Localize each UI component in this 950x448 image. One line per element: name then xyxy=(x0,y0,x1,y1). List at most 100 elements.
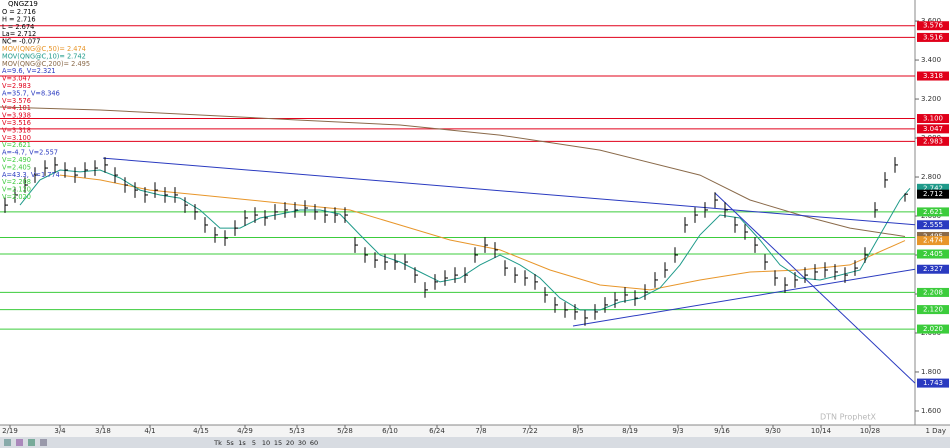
value-box-label: 3.576 xyxy=(923,22,944,30)
y-tick-label: 2.800 xyxy=(921,173,941,181)
value-box xyxy=(917,71,949,81)
value-box-label: 2.327 xyxy=(923,265,943,273)
y-tick-label: 1.600 xyxy=(921,407,941,415)
toolbar-icon[interactable] xyxy=(4,439,11,446)
legend-entry: V=3.047 xyxy=(2,75,31,83)
value-box xyxy=(917,264,949,274)
trendline xyxy=(572,268,916,327)
symbol: QNGZ19 xyxy=(8,0,38,8)
x-tick-label: 9/30 xyxy=(765,427,781,435)
value-box xyxy=(917,136,949,146)
x-tick-label: 2/19 xyxy=(2,427,18,435)
x-tick-label: 10/28 xyxy=(860,427,880,435)
value-box xyxy=(917,305,949,315)
trendline xyxy=(102,157,916,226)
toolbar-item[interactable]: 5 xyxy=(252,439,256,447)
legend-entry: V=3.318 xyxy=(2,126,31,134)
toolbar-icon[interactable] xyxy=(40,439,47,446)
x-axis-band xyxy=(0,425,950,437)
value-box xyxy=(917,189,949,199)
value-box-label: 2.208 xyxy=(923,288,943,296)
toolbar xyxy=(0,437,950,448)
value-box xyxy=(917,287,949,297)
toolbar-item[interactable]: 20 xyxy=(286,439,294,447)
x-tick-label: 8/19 xyxy=(622,427,638,435)
x-tick-label: 8/5 xyxy=(572,427,583,435)
y-tick-label: 3.200 xyxy=(921,95,941,103)
legend-entry: V=3.516 xyxy=(2,119,31,127)
x-tick-label: 10/14 xyxy=(811,427,832,435)
legend-entry: A=43.3, V=1.774 xyxy=(2,171,60,179)
toolbar-icon[interactable] xyxy=(16,439,23,446)
x-tick-label: 9/3 xyxy=(672,427,683,435)
legend-entry: O = 2.716 xyxy=(2,8,36,16)
value-box-label: 1.743 xyxy=(923,379,943,387)
value-box xyxy=(917,324,949,334)
legend-entry: V=2.983 xyxy=(2,82,31,90)
x-tick-label: 5/13 xyxy=(289,427,305,435)
x-tick-label: 3/18 xyxy=(95,427,111,435)
value-box xyxy=(917,207,949,217)
x-tick-label: 9/16 xyxy=(714,427,730,435)
toolbar-item[interactable]: 15 xyxy=(274,439,282,447)
value-box-label: 2.020 xyxy=(923,325,943,333)
interval-label: 1 Day xyxy=(925,427,946,435)
moving-average xyxy=(0,106,906,237)
legend-entry: MOV(QNG@C,200)= 2.495 xyxy=(2,60,90,68)
legend-entry: A=9.6, V=2.321 xyxy=(2,67,56,75)
x-tick-label: 6/24 xyxy=(429,427,445,435)
value-box xyxy=(917,378,949,388)
y-tick-label: 3.400 xyxy=(921,56,941,64)
legend-entry: H = 2.716 xyxy=(2,15,36,23)
legend-entry: V=3.938 xyxy=(2,112,31,120)
value-box-label: 3.100 xyxy=(923,115,943,123)
toolbar-icon[interactable] xyxy=(28,439,35,446)
value-box xyxy=(917,236,949,246)
value-box-label: 3.318 xyxy=(923,72,943,80)
legend-entry: A=-4.7, V=2.557 xyxy=(2,149,58,157)
value-box-label: 2.405 xyxy=(923,250,943,258)
value-box-label: 2.742 xyxy=(923,184,943,192)
value-box xyxy=(917,32,949,42)
legend-entry: V=2.208 xyxy=(2,178,31,186)
legend-entry: V=3.100 xyxy=(2,134,31,142)
value-box-label: 2.474 xyxy=(923,237,944,245)
legend-entry: A=35.7, V=8.346 xyxy=(2,89,60,97)
toolbar-item[interactable]: 30 xyxy=(298,439,306,447)
legend-entry: V=4.101 xyxy=(2,104,31,112)
value-box xyxy=(917,249,949,259)
toolbar-item[interactable]: 5s xyxy=(226,439,234,447)
y-tick-label: 3.600 xyxy=(921,17,941,25)
value-box xyxy=(917,220,949,230)
value-box xyxy=(917,124,949,134)
value-box-label: 2.120 xyxy=(923,306,943,314)
value-box xyxy=(917,114,949,124)
x-tick-label: 6/10 xyxy=(382,427,398,435)
legend-entry: V=3.576 xyxy=(2,97,31,105)
trendline xyxy=(714,192,916,384)
value-box-label: 2.555 xyxy=(923,221,943,229)
value-box-label: 3.516 xyxy=(923,33,944,41)
toolbar-item[interactable]: 1s xyxy=(238,439,246,447)
y-tick-label: 1.800 xyxy=(921,368,941,376)
toolbar-item[interactable]: 60 xyxy=(310,439,318,447)
legend-entry: MOV(QNG@C,50)= 2.474 xyxy=(2,45,86,53)
legend-entry: NC= -0.077 xyxy=(2,38,40,46)
legend-entry: MOV(QNG@C,10)= 2.742 xyxy=(2,52,86,60)
toolbar-item[interactable]: 10 xyxy=(262,439,270,447)
value-box-label: 2.712 xyxy=(923,190,943,198)
x-tick-label: 5/28 xyxy=(337,427,353,435)
x-tick-label: 4/29 xyxy=(237,427,253,435)
legend-entry: L = 2.674 xyxy=(2,23,34,31)
value-box-label: 3.047 xyxy=(923,125,943,133)
legend-entry: V=2.020 xyxy=(2,193,31,201)
moving-average xyxy=(19,169,911,311)
x-tick-label: 4/15 xyxy=(193,427,209,435)
x-tick-label: 7/22 xyxy=(522,427,538,435)
legend-entry: V=2.490 xyxy=(2,156,31,164)
toolbar-item[interactable]: Tk xyxy=(213,439,222,447)
x-tick-label: 4/1 xyxy=(144,427,155,435)
